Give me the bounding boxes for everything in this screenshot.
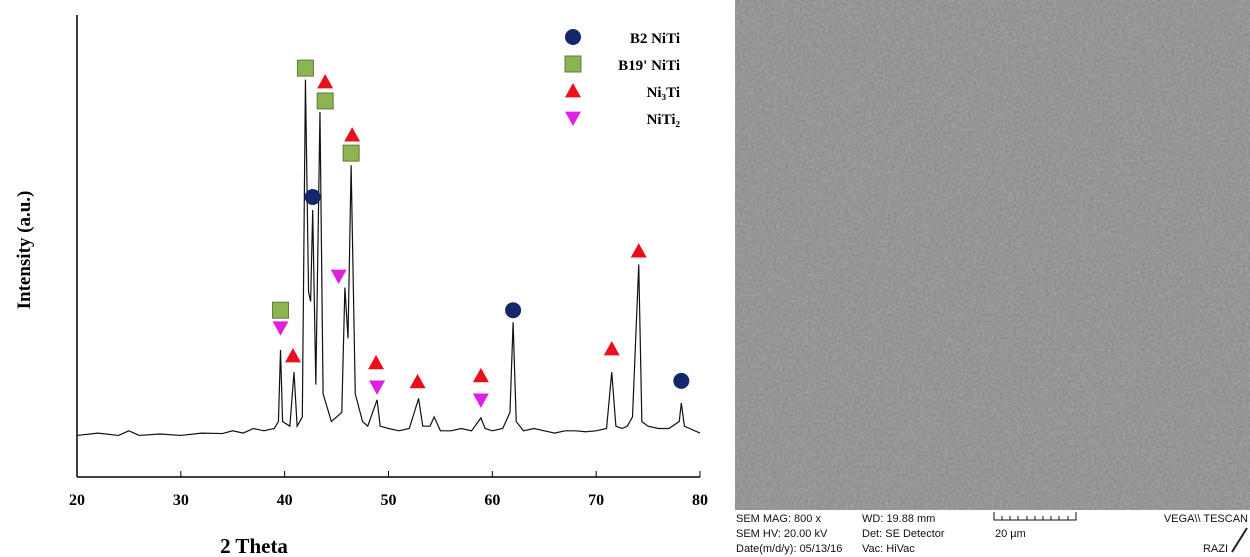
sem-info: Det: SE Detector <box>862 528 945 540</box>
phase-marker <box>603 341 620 356</box>
x-tick-label: 50 <box>381 492 397 509</box>
scale-bar-label: 20 µm <box>995 528 1026 540</box>
logo <box>1231 527 1248 553</box>
phase-marker <box>369 380 386 395</box>
phase-marker <box>409 373 426 389</box>
xrd-chart: 2 Theta Intensity (a.u.) 20 30 40 50 60 70 80 B… <box>14 15 708 557</box>
legend-marker <box>564 55 582 73</box>
phase-marker <box>296 59 314 77</box>
phase-marker <box>472 393 489 408</box>
phase-marker <box>630 243 647 258</box>
sem-info: RAZI <box>1203 543 1228 555</box>
x-tick-label: 20 <box>69 492 85 509</box>
phase-marker <box>284 347 301 363</box>
legend-label: B2 NiTi <box>630 31 680 47</box>
x-tick-label: 60 <box>484 492 500 509</box>
sem-info: Vac: HiVac <box>862 543 915 555</box>
phase-marker <box>472 367 489 383</box>
legend-marker <box>565 29 581 45</box>
sem-info: VEGA\\ TESCAN <box>1164 513 1248 525</box>
phase-marker <box>505 302 522 319</box>
sem-info-bar: SEM MAG: 800 x WD: 19.88 mm VEGA\\ TESCA… <box>736 512 1248 555</box>
phase-marker <box>330 269 347 285</box>
phase-marker <box>368 354 385 370</box>
sem-info: Date(m/d/y): 05/13/16 <box>736 543 842 555</box>
phase-marker <box>272 321 289 336</box>
x-tick-label: 70 <box>588 492 604 509</box>
x-tick-label: 80 <box>692 492 708 509</box>
legend-label: B19' NiTi <box>618 58 680 74</box>
legend-marker <box>565 83 581 98</box>
sem-info: SEM MAG: 800 x <box>736 513 821 525</box>
x-axis-title: 2 Theta <box>220 534 288 557</box>
sem-info: WD: 19.88 mm <box>862 513 935 525</box>
x-tick-label: 30 <box>173 492 189 509</box>
phase-marker <box>673 372 690 389</box>
phase-marker <box>272 301 290 319</box>
scale-bar <box>993 512 1077 521</box>
phase-marker <box>342 144 360 162</box>
phase-marker <box>304 189 321 206</box>
phase-marker <box>317 73 334 89</box>
legend-marker <box>565 111 581 126</box>
phase-marker <box>344 127 361 142</box>
sem-image <box>735 0 1250 510</box>
legend-label: Ni₃Ti <box>647 85 680 101</box>
xrd-pattern <box>76 79 701 437</box>
legend-label: NiTi₂ <box>647 112 681 128</box>
y-axis-title: Intensity (a.u.) <box>14 191 35 310</box>
x-tick-label: 40 <box>277 492 293 509</box>
sem-info: SEM HV: 20.00 kV <box>736 528 828 540</box>
phase-marker <box>316 92 334 110</box>
